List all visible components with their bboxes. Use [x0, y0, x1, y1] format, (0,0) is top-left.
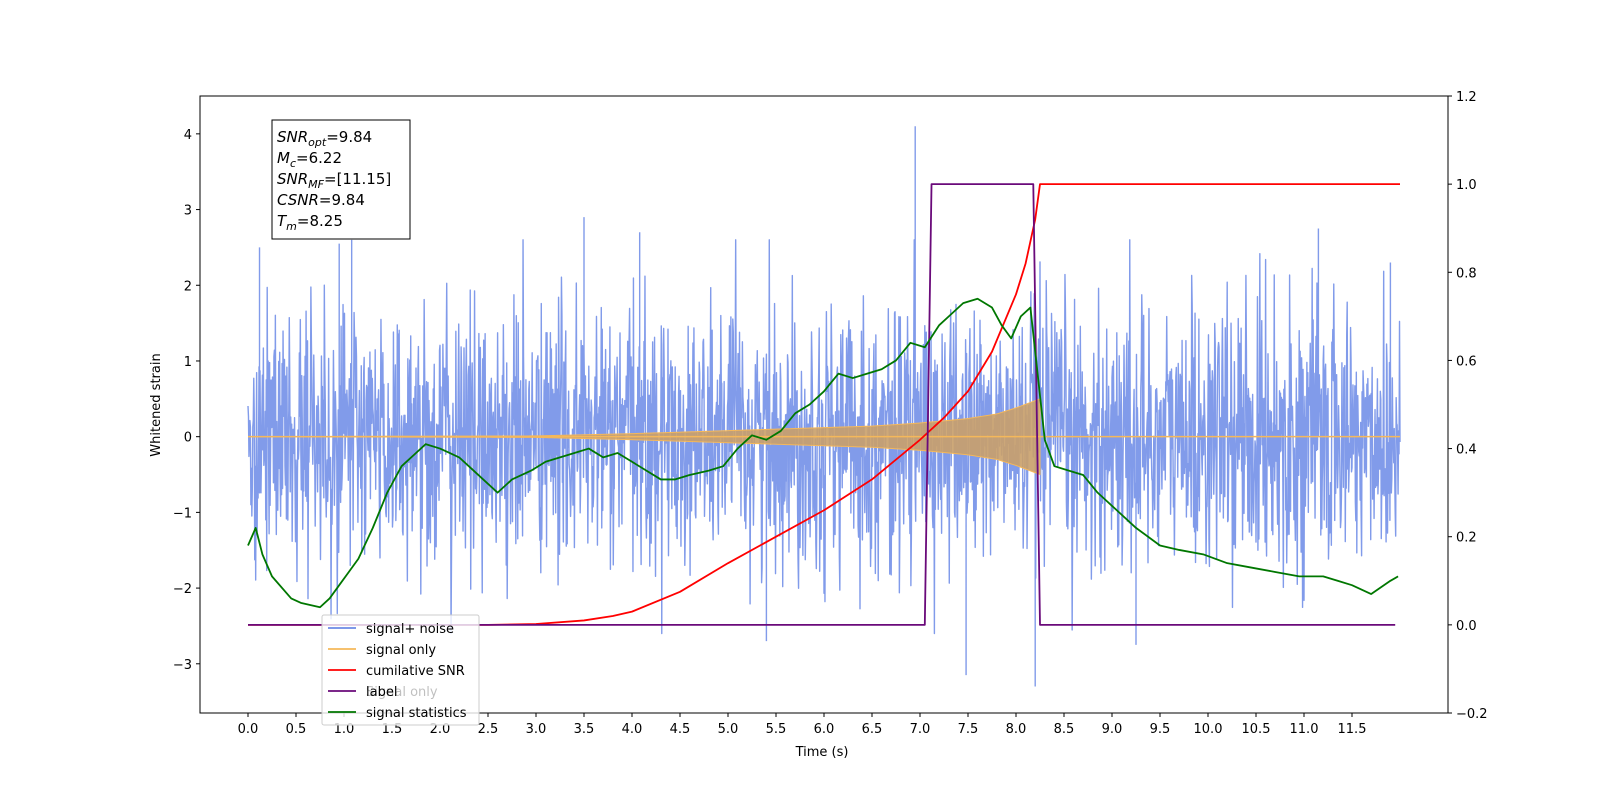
series-signal-statistics [247, 297, 1399, 609]
legend-label: signal+ noise [366, 622, 454, 637]
annotation-line: Tm=8.25 [277, 212, 343, 233]
legend-ghost-text: Signal only [366, 685, 438, 700]
y2-tick-label: 0.0 [1456, 619, 1477, 634]
x-tick-label: 8.5 [1054, 722, 1075, 737]
y2-tick-label: 1.0 [1456, 178, 1477, 193]
y2-tick-label: 0.4 [1456, 443, 1477, 458]
x-tick-label: 2.0 [430, 722, 451, 737]
legend-label: cumilative SNR [366, 664, 465, 679]
annotation-value: =9.84 [326, 128, 372, 146]
x-axis-label: Time (s) [795, 745, 849, 760]
legend-label: signal statistics [366, 706, 467, 721]
x-tick-label: 3.5 [574, 722, 595, 737]
annotation-line: SNRMF=[11.15] [277, 170, 391, 191]
y-axis-right: −0.2 0.0 0.2 0.4 0.6 0.8 1.0 1.2 [1448, 90, 1488, 722]
legend-label: signal only [366, 643, 436, 658]
x-tick-label: 9.0 [1102, 722, 1123, 737]
series-signal-noise [247, 126, 1401, 687]
y2-tick-label: 0.8 [1456, 266, 1477, 281]
x-tick-label: 7.0 [910, 722, 931, 737]
x-tick-label: 5.5 [766, 722, 787, 737]
legend: signal+ noise signal only cumilative SNR la… [321, 614, 480, 726]
annotation-symbol: T [277, 212, 288, 230]
annotation-value: =6.22 [296, 149, 342, 167]
series-layer [247, 126, 1401, 687]
x-tick-label: 4.0 [622, 722, 643, 737]
annotation-subscript: MF [308, 178, 324, 191]
annotation-box: SNRopt=9.84Mc=6.22SNRMF=[11.15]CSNR=9.84… [271, 119, 411, 240]
x-tick-label: 9.5 [1150, 722, 1171, 737]
y2-tick-label: 1.2 [1456, 90, 1477, 105]
x-tick-label: 7.5 [958, 722, 979, 737]
x-tick-label: 6.0 [814, 722, 835, 737]
x-tick-label: 8.0 [1006, 722, 1027, 737]
y-tick-label: 3 [184, 204, 192, 219]
y-tick-label: −2 [173, 582, 192, 597]
y-tick-label: 2 [184, 279, 192, 294]
annotation-line: CSNR=9.84 [277, 191, 365, 209]
y-axis-left: −3 −2 −1 0 1 2 3 4 [173, 128, 200, 673]
x-tick-label: 0.5 [286, 722, 307, 737]
y2-tick-label: 0.6 [1456, 354, 1477, 369]
x-tick-label: 3.0 [526, 722, 547, 737]
annotation-subscript: opt [308, 136, 327, 149]
x-tick-label: 2.5 [478, 722, 499, 737]
annotation-symbol: M [277, 149, 290, 167]
legend-label: label [366, 685, 397, 700]
annotation-symbol: SNR [277, 170, 308, 188]
annotation-line: Mc=6.22 [277, 149, 342, 170]
y-tick-label: 0 [184, 431, 192, 446]
y-tick-label: 4 [184, 128, 192, 143]
x-tick-label: 1.5 [382, 722, 403, 737]
x-tick-label: 4.5 [670, 722, 691, 737]
x-tick-label: 6.5 [862, 722, 883, 737]
annotation-frame [271, 119, 411, 240]
x-axis: 0.0 0.5 1.0 1.5 2.0 2.5 3.0 3.5 4.0 4.5 5.0 5.5 6.0 6… [238, 713, 1367, 737]
annotation-symbol: CSNR [277, 191, 319, 209]
x-tick-label: 11.0 [1290, 722, 1319, 737]
annotation-value: =9.84 [319, 191, 365, 209]
y-tick-label: −3 [173, 658, 192, 673]
annotation-value: =8.25 [297, 212, 343, 230]
x-tick-label: 5.0 [718, 722, 739, 737]
annotation-subscript: c [290, 157, 296, 170]
annotation-value: =[11.15] [324, 170, 391, 188]
legend-frame [321, 614, 480, 726]
y2-tick-label: 0.2 [1456, 531, 1477, 546]
annotation-subscript: m [286, 220, 297, 233]
y-tick-label: −1 [173, 506, 192, 521]
annotation-line: SNRopt=9.84 [277, 128, 372, 149]
y-tick-label: 1 [184, 355, 192, 370]
x-tick-label: 11.5 [1338, 722, 1367, 737]
y-axis-label: Whitened strain [149, 353, 164, 456]
annotation-symbol: SNR [277, 128, 308, 146]
x-tick-label: 10.0 [1194, 722, 1223, 737]
series-label [248, 183, 1396, 626]
y2-tick-label: −0.2 [1456, 707, 1488, 722]
x-tick-label: 0.0 [238, 722, 259, 737]
x-tick-label: 1.0 [334, 722, 355, 737]
x-tick-label: 10.5 [1242, 722, 1271, 737]
series-cumilative-snr [248, 183, 1400, 626]
